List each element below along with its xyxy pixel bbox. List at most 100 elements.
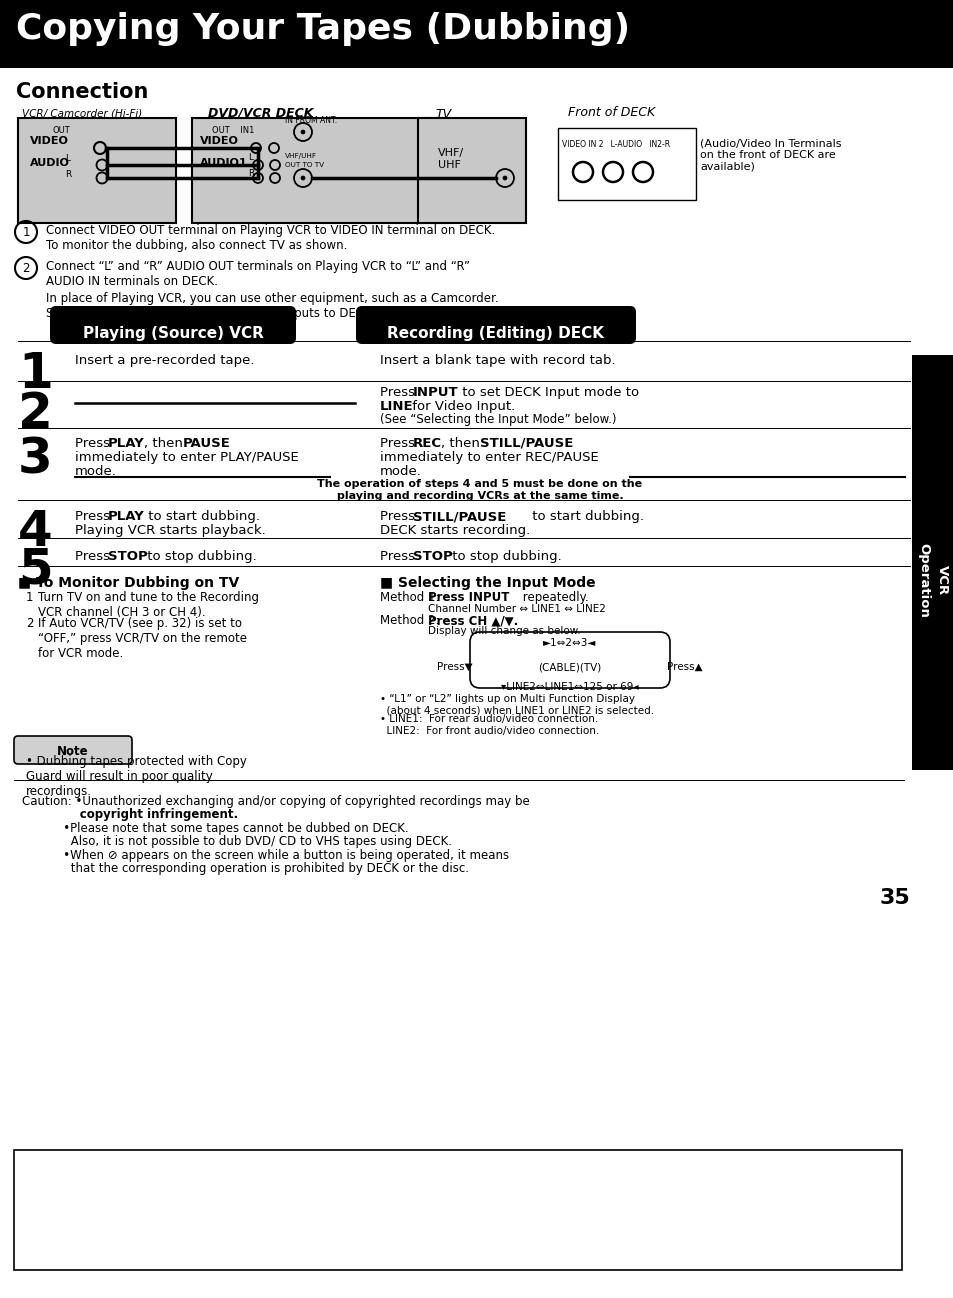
- Text: 3: 3: [18, 436, 52, 484]
- Text: STILL/PAUSE: STILL/PAUSE: [479, 437, 573, 450]
- Text: • “L1” or “L2” lights up on Multi Function Display
  (about 4 seconds) when LINE: • “L1” or “L2” lights up on Multi Functi…: [379, 694, 654, 715]
- Text: to start dubbing.: to start dubbing.: [527, 510, 643, 523]
- Text: ►1⇔2⇔3◄: ►1⇔2⇔3◄: [543, 639, 596, 648]
- Text: 5: 5: [18, 546, 52, 594]
- Text: Press INPUT: Press INPUT: [428, 591, 509, 604]
- Text: immediately to enter PLAY/PAUSE: immediately to enter PLAY/PAUSE: [75, 450, 298, 463]
- Text: Press▼: Press▼: [436, 662, 473, 672]
- Text: Press▲: Press▲: [666, 662, 702, 672]
- FancyBboxPatch shape: [355, 306, 636, 344]
- Text: If Auto VCR/TV (see p. 32) is set to
“OFF,” press VCR/TV on the remote
for VCR m: If Auto VCR/TV (see p. 32) is set to “OF…: [38, 617, 247, 659]
- Text: Press: Press: [379, 437, 418, 450]
- Text: Also, it is not possible to dub DVD/ CD to VHS tapes using DECK.: Also, it is not possible to dub DVD/ CD …: [22, 835, 452, 848]
- Text: INPUT: INPUT: [413, 386, 458, 398]
- Text: VIDEO: VIDEO: [200, 136, 238, 145]
- Text: Press: Press: [379, 510, 418, 523]
- Text: R: R: [248, 169, 254, 178]
- Text: UHF: UHF: [437, 160, 460, 170]
- Text: • LINE1:  For rear audio/video connection.
  LINE2:  For front audio/video conne: • LINE1: For rear audio/video connection…: [379, 714, 598, 736]
- Text: In place of Playing VCR, you can use other equipment, such as a Camcorder.
Simpl: In place of Playing VCR, you can use oth…: [46, 292, 498, 321]
- Text: STOP: STOP: [108, 550, 148, 563]
- FancyBboxPatch shape: [911, 354, 953, 770]
- Text: to set DECK Input mode to: to set DECK Input mode to: [457, 386, 639, 398]
- Text: Front of DECK: Front of DECK: [567, 106, 655, 119]
- Text: mode.: mode.: [75, 465, 117, 478]
- Text: PLAY: PLAY: [108, 437, 145, 450]
- Text: to stop dubbing.: to stop dubbing.: [448, 550, 561, 563]
- Circle shape: [301, 177, 305, 180]
- Text: Caution: •Unauthorized exchanging and/or copying of copyrighted recordings may b: Caution: •Unauthorized exchanging and/or…: [22, 794, 529, 807]
- Text: •Please note that some tapes cannot be dubbed on DECK.: •Please note that some tapes cannot be d…: [22, 822, 408, 835]
- Text: to start dubbing.: to start dubbing.: [144, 510, 260, 523]
- FancyBboxPatch shape: [18, 118, 175, 223]
- Text: , then: , then: [144, 437, 187, 450]
- FancyBboxPatch shape: [50, 306, 295, 344]
- FancyBboxPatch shape: [192, 118, 447, 223]
- FancyBboxPatch shape: [417, 118, 525, 223]
- Text: Channel Number ⇔ LINE1 ⇔ LINE2: Channel Number ⇔ LINE1 ⇔ LINE2: [428, 604, 605, 614]
- Text: Playing (Source) VCR: Playing (Source) VCR: [83, 326, 263, 341]
- Text: • Dubbing tapes protected with Copy
Guard will result in poor quality
recordings: • Dubbing tapes protected with Copy Guar…: [26, 755, 247, 798]
- Text: ▾LINE2⇔LINE1⇔125 or 69◂: ▾LINE2⇔LINE1⇔125 or 69◂: [500, 681, 639, 692]
- Text: Playing VCR starts playback.: Playing VCR starts playback.: [75, 524, 266, 537]
- FancyBboxPatch shape: [14, 736, 132, 765]
- Text: 1: 1: [22, 226, 30, 239]
- Text: Insert a blank tape with record tab.: Insert a blank tape with record tab.: [379, 354, 615, 367]
- Text: 1: 1: [18, 350, 52, 398]
- Text: 2: 2: [22, 261, 30, 274]
- Text: DECK starts recording.: DECK starts recording.: [379, 524, 530, 537]
- Text: , then: , then: [440, 437, 483, 450]
- Text: immediately to enter REC/PAUSE: immediately to enter REC/PAUSE: [379, 450, 598, 463]
- Text: Note: Note: [57, 745, 89, 758]
- Text: repeatedly.: repeatedly.: [518, 591, 588, 604]
- Text: Copying Your Tapes (Dubbing): Copying Your Tapes (Dubbing): [16, 12, 630, 45]
- Text: OUT: OUT: [52, 126, 70, 135]
- Text: 2: 2: [26, 617, 33, 630]
- Text: IN FROM ANT.: IN FROM ANT.: [285, 116, 336, 125]
- Text: Press CH ▲/▼.: Press CH ▲/▼.: [428, 614, 517, 627]
- Text: VCR
Operation: VCR Operation: [917, 543, 947, 618]
- Text: that the corresponding operation is prohibited by DECK or the disc.: that the corresponding operation is proh…: [22, 862, 469, 875]
- Text: Press: Press: [75, 437, 114, 450]
- Text: STOP: STOP: [413, 550, 453, 563]
- Text: Insert a pre-recorded tape.: Insert a pre-recorded tape.: [75, 354, 254, 367]
- Text: Connect VIDEO OUT terminal on Playing VCR to VIDEO IN terminal on DECK.
To monit: Connect VIDEO OUT terminal on Playing VC…: [46, 225, 495, 252]
- Text: DVD/VCR DECK: DVD/VCR DECK: [208, 106, 313, 119]
- Text: Connect “L” and “R” AUDIO OUT terminals on Playing VCR to “L” and “R”
AUDIO IN t: Connect “L” and “R” AUDIO OUT terminals …: [46, 260, 470, 288]
- Circle shape: [301, 130, 305, 134]
- Text: PAUSE: PAUSE: [183, 437, 231, 450]
- Text: (Audio/Video In Terminals
on the front of DECK are
available): (Audio/Video In Terminals on the front o…: [700, 138, 841, 171]
- Text: OUT TO TV: OUT TO TV: [285, 162, 324, 167]
- Text: PLAY: PLAY: [108, 510, 145, 523]
- Text: Method 1:: Method 1:: [379, 591, 447, 604]
- Text: 1: 1: [26, 591, 33, 604]
- Text: •When ⊘ appears on the screen while a button is being operated, it means: •When ⊘ appears on the screen while a bu…: [22, 849, 509, 862]
- Text: 4: 4: [18, 508, 52, 556]
- Text: ■ Selecting the Input Mode: ■ Selecting the Input Mode: [379, 576, 595, 591]
- Text: LINE: LINE: [379, 400, 414, 413]
- Text: VHF/UHF: VHF/UHF: [285, 153, 316, 158]
- Text: R: R: [65, 170, 71, 179]
- Text: L: L: [65, 154, 70, 164]
- Text: mode.: mode.: [379, 465, 421, 478]
- Text: REC: REC: [413, 437, 441, 450]
- FancyBboxPatch shape: [14, 1150, 901, 1269]
- Text: Recording (Editing) DECK: Recording (Editing) DECK: [387, 326, 604, 341]
- Text: Display will change as below.: Display will change as below.: [428, 626, 580, 636]
- Text: (See “Selecting the Input Mode” below.): (See “Selecting the Input Mode” below.): [379, 413, 616, 426]
- FancyBboxPatch shape: [0, 0, 953, 67]
- Text: for Video Input.: for Video Input.: [408, 400, 515, 413]
- Text: VCR/ Camcorder (Hi-Fi): VCR/ Camcorder (Hi-Fi): [22, 108, 142, 118]
- Text: Press: Press: [75, 510, 114, 523]
- Text: Press: Press: [379, 386, 418, 398]
- Text: Method 2:: Method 2:: [379, 614, 447, 627]
- Text: 2: 2: [18, 389, 52, 437]
- Text: AUDIO1: AUDIO1: [200, 158, 248, 167]
- Text: Turn TV on and tune to the Recording
VCR channel (CH 3 or CH 4).: Turn TV on and tune to the Recording VCR…: [38, 591, 258, 619]
- Text: AUDIO: AUDIO: [30, 158, 70, 167]
- Text: Connection: Connection: [16, 82, 149, 103]
- Text: ■ To Monitor Dubbing on TV: ■ To Monitor Dubbing on TV: [18, 576, 239, 591]
- Text: (CABLE)(TV): (CABLE)(TV): [537, 662, 601, 672]
- Text: Press: Press: [379, 550, 418, 563]
- Text: VHF/: VHF/: [437, 148, 464, 158]
